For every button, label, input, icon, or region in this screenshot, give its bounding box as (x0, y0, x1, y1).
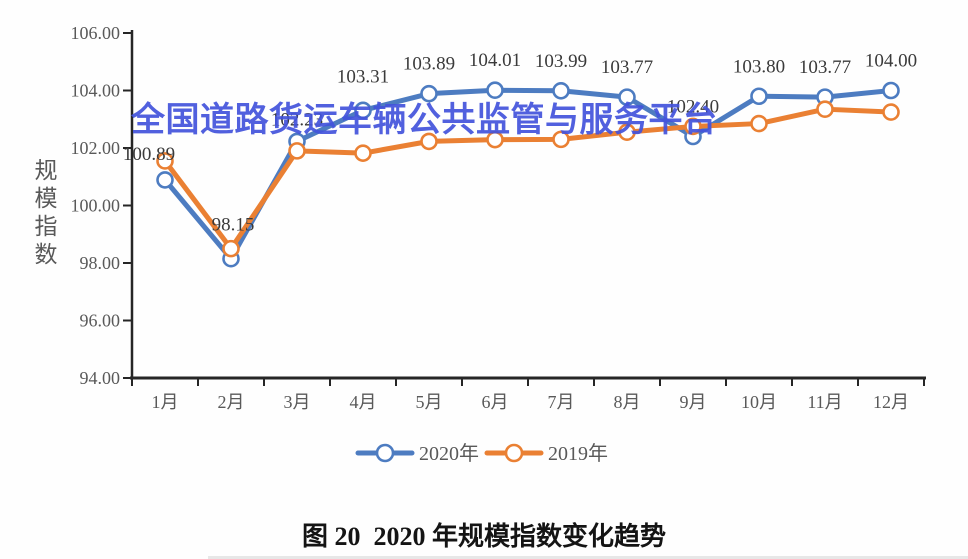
data-point-marker (420, 132, 438, 151)
x-tick-label: 2月 (218, 392, 245, 412)
data-label: 102.23 (271, 109, 323, 130)
data-point-marker (750, 114, 768, 133)
data-label: 103.77 (601, 57, 653, 78)
y-tick-label: 94.00 (80, 368, 121, 388)
series-line-2019年 (162, 106, 894, 252)
x-tick-label: 1月 (152, 392, 179, 412)
x-tick-label: 11月 (807, 392, 842, 412)
bottom-divider (208, 556, 968, 559)
y-tick-label: 102.00 (71, 138, 121, 158)
x-tick-label: 6月 (482, 392, 509, 412)
y-tick-label: 104.00 (71, 81, 121, 101)
y-tick-label: 106.00 (71, 23, 121, 43)
legend-label: 2020年 (419, 442, 479, 465)
data-point-marker (156, 171, 174, 189)
data-point-marker (552, 130, 570, 149)
y-tick-label: 100.00 (71, 196, 121, 216)
legend-marker (375, 443, 395, 463)
data-point-marker (684, 117, 702, 136)
data-point-marker (354, 101, 372, 120)
data-point-marker (816, 100, 834, 118)
x-tick-label: 8月 (614, 392, 641, 412)
data-point-marker (618, 123, 636, 141)
data-point-marker (750, 87, 768, 106)
data-label: 103.80 (733, 56, 785, 77)
data-label: 104.01 (469, 50, 521, 71)
data-point-marker (486, 130, 504, 149)
data-point-marker (552, 81, 570, 100)
y-tick-label: 96.00 (80, 311, 121, 331)
y-axis-title: 规模指数 (31, 158, 56, 270)
data-label: 103.77 (799, 57, 851, 78)
x-tick-label: 12月 (873, 392, 909, 412)
data-label: 102.40 (667, 97, 719, 118)
data-point-marker (156, 152, 174, 170)
x-tick-label: 7月 (548, 392, 575, 412)
legend-marker (504, 443, 524, 463)
data-label: 98.15 (212, 215, 255, 236)
line-chart: 106.00 104.00 102.00 100.00 98.00 96.00 94.00 1… (71, 23, 926, 465)
data-label: 103.89 (403, 54, 455, 75)
x-tick-label: 10月 (741, 392, 777, 412)
data-point-marker (354, 144, 372, 162)
data-point-marker (222, 239, 240, 258)
x-tick-label: 5月 (416, 392, 443, 412)
series-line-2020年 (162, 87, 894, 262)
data-label: 103.31 (337, 66, 389, 87)
figure-caption: 图 20 2020 年规模指数变化趋势 (301, 522, 666, 551)
y-tick-label: 98.00 (80, 253, 121, 273)
data-point-marker (882, 81, 900, 100)
data-point-marker (420, 84, 438, 103)
data-label: 103.99 (535, 51, 587, 72)
data-point-marker (288, 142, 306, 160)
x-tick-label: 4月 (350, 392, 377, 412)
data-label: 100.89 (123, 144, 175, 165)
x-tick-label: 3月 (284, 392, 311, 412)
data-point-marker (486, 81, 504, 100)
data-point-marker (618, 88, 636, 106)
data-point-marker (882, 103, 900, 121)
legend-label: 2019年 (548, 442, 608, 465)
data-label: 104.00 (865, 51, 917, 72)
x-tick-label: 9月 (680, 392, 707, 412)
